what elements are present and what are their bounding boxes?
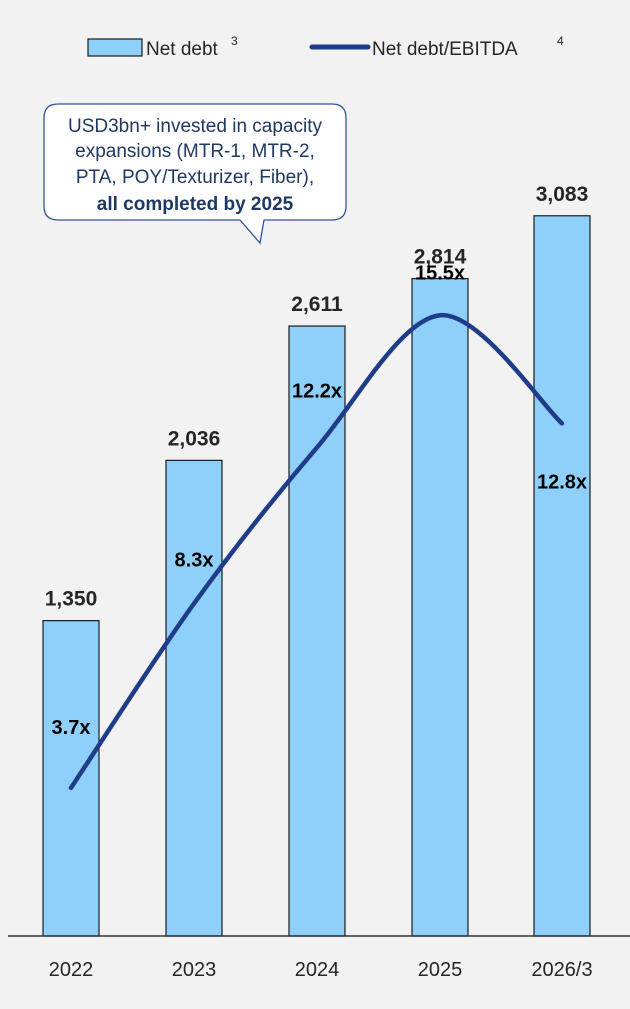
ratio-value-label: 12.8x [537, 471, 587, 493]
x-tick-label: 2023 [172, 959, 217, 981]
x-tick-label: 2024 [295, 959, 340, 981]
bar-2025 [411, 278, 469, 937]
legend-bar-sup: 3 [231, 34, 238, 48]
bar-value-label: 2,036 [168, 427, 221, 450]
callout-line-3: PTA, POY/Texturizer, Fiber), [76, 167, 314, 188]
line-layer [68, 313, 565, 791]
x-tick-label: 2025 [418, 959, 463, 981]
bar-2024 [288, 325, 346, 937]
callout-line-4: all completed by 2025 [97, 194, 294, 215]
ratio-value-label: 15.5x [415, 262, 465, 284]
ratio-value-label: 8.3x [175, 550, 214, 572]
bar-value-label: 3,083 [536, 183, 589, 206]
bar-value-label: 1,350 [45, 588, 98, 611]
legend: Net debt 3 Net debt/EBITDA 4 [87, 34, 564, 60]
callout-line-1: USD3bn+ invested in capacity [68, 116, 323, 137]
legend-line-label: Net debt/EBITDA [372, 39, 518, 60]
bar-value-label: 2,611 [291, 293, 343, 316]
x-tick-label: 2026/3 [531, 959, 592, 981]
labels-layer: 2022 2023 2024 2025 2026/3 1,350 2,036 2,611 2,8… [45, 183, 593, 981]
bar-2026-3 [533, 215, 591, 937]
legend-line-sup: 4 [557, 34, 564, 48]
callout-bubble [43, 103, 347, 245]
ratio-value-label: 12.2x [292, 380, 342, 402]
bar-value-label: 2,814 [414, 246, 467, 269]
callout: USD3bn+ invested in capacity expansions … [43, 103, 347, 245]
bar-2023 [165, 459, 223, 937]
bar-2022 [42, 620, 100, 937]
x-tick-label: 2022 [49, 959, 94, 981]
bars-layer [42, 215, 591, 937]
ratio-value-label: 3.7x [52, 717, 91, 739]
legend-bar-swatch [87, 38, 143, 57]
callout-line-2: expansions (MTR-1, MTR-2, [75, 141, 315, 162]
ratio-line [68, 313, 565, 791]
legend-bar-label: Net debt [146, 39, 219, 60]
